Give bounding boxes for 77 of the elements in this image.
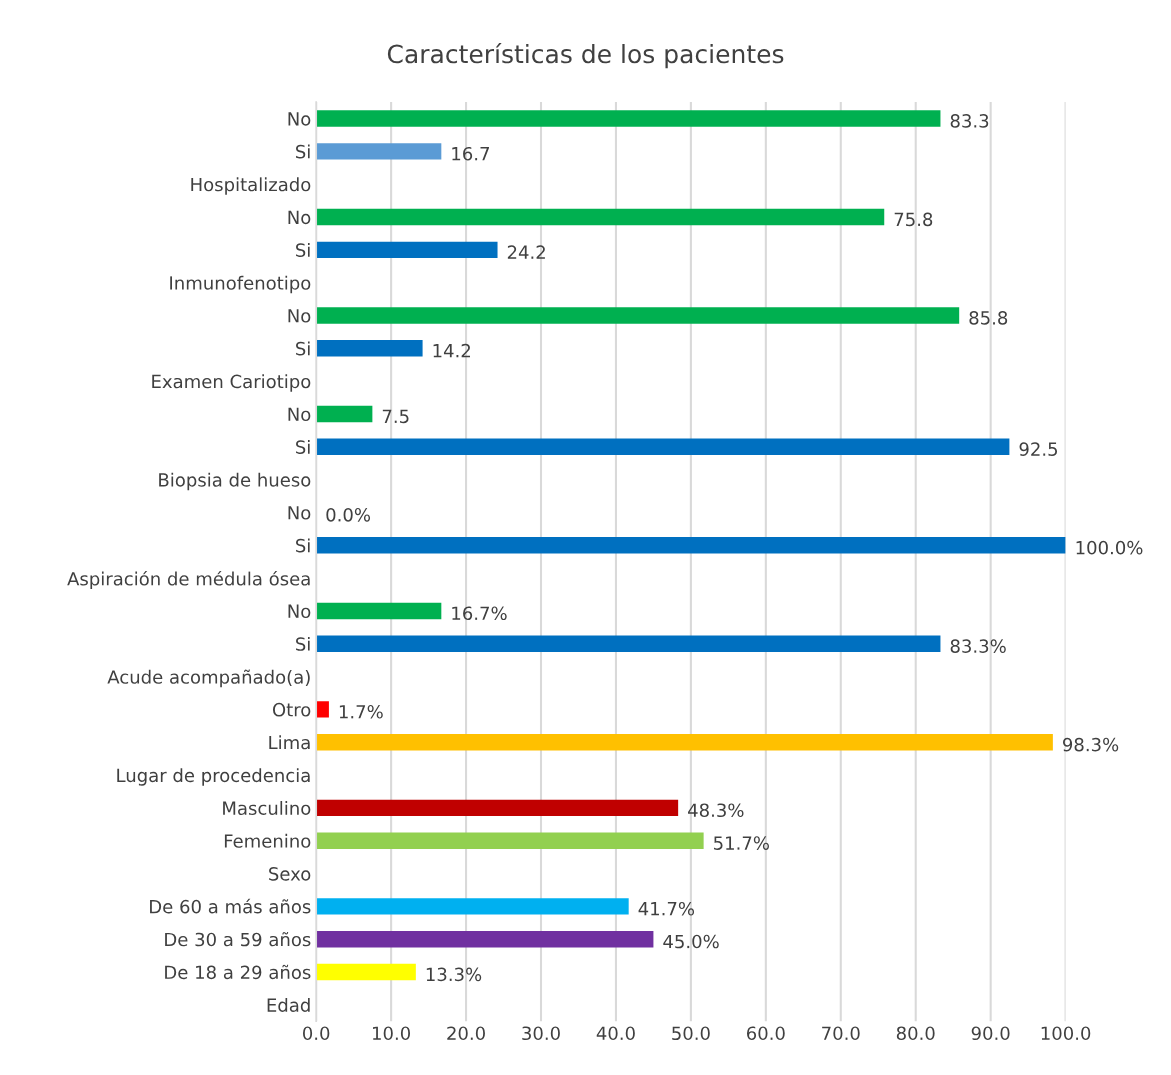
y-tick-label: Edad [267,997,310,1012]
y-tick-label: Otro [272,702,311,717]
bar [316,799,679,817]
bar [316,602,442,620]
y-tick-label: Biopsia de hueso [159,472,311,491]
x-tick-label: 10.0 [373,1026,411,1041]
bar [316,963,416,981]
bar [316,930,654,948]
data-label: 92.5 [1019,442,1058,456]
data-label: 0.0% [326,507,371,522]
bar [316,405,373,423]
data-label: 98.3% [1063,737,1119,752]
x-tick-label: 50.0 [672,1026,710,1041]
x-tick-label: 30.0 [522,1026,560,1041]
y-tick-label: De 18 a 29 años [165,964,311,980]
y-tick-label: Examen Cariotipo [152,374,311,392]
y-tick-label: De 60 a más años [150,898,311,914]
y-tick-label: No [288,506,311,520]
data-label: 41.7% [638,901,695,916]
bar [316,208,885,226]
data-label: 48.3% [688,803,744,818]
bar [316,734,1053,751]
data-label: 16.7% [452,606,507,621]
data-label: 13.3% [426,967,482,982]
y-tick-label: No [288,407,311,422]
y-tick-label: Femenino [224,833,311,848]
x-tick-label: 100.0 [1041,1026,1091,1041]
y-tick-label: Aspiración de médula ósea [67,570,310,590]
bar [316,701,329,718]
y-tick-label: No [288,604,311,619]
bar [316,537,1066,554]
bar [316,898,629,915]
bar [316,635,941,652]
y-tick-label: De 30 a 59 años [165,932,311,947]
x-tick-label: 90.0 [971,1026,1010,1041]
bar [316,143,442,160]
y-tick-label: Lugar de procedencia [117,768,310,786]
data-label: 14.2 [433,343,470,358]
data-label: 100.0% [1076,540,1143,555]
x-tick-label: 20.0 [447,1026,485,1041]
y-tick-label: Si [296,341,310,356]
y-tick-label: Si [296,636,310,651]
data-label: 16.7 [452,146,489,161]
x-tick-label: 70.0 [822,1026,860,1041]
x-tick-label: 40.0 [596,1026,635,1041]
data-label: 7.5 [382,409,409,424]
y-tick-label: Acude acompañado(a) [107,669,310,688]
bar [316,832,704,849]
y-tick-label: No [288,210,311,225]
data-label: 1.7% [339,704,383,719]
data-label: 24.2 [507,245,545,259]
y-tick-label: Masculino [223,801,311,815]
bar [316,438,1010,455]
data-label: 75.8 [894,212,933,227]
y-tick-label: Si [296,538,310,553]
y-tick-label: Si [296,242,310,257]
y-tick-label: Lima [269,735,310,750]
y-tick-label: No [288,112,311,126]
data-label: 83.3 [950,114,989,128]
data-label: 45.0% [663,934,719,949]
x-tick-label: 80.0 [896,1026,935,1041]
bar [316,241,498,259]
data-label: 51.7% [714,836,769,850]
x-tick-label: 60.0 [746,1026,785,1041]
chart-title: Características de los pacientes [387,43,784,69]
y-tick-label: Si [296,144,310,159]
y-tick-label: No [288,309,311,323]
x-tick-label: 0.0 [303,1026,330,1041]
data-label: 83.3% [950,639,1006,653]
data-label: 85.8 [969,311,1008,325]
y-tick-label: Sexo [269,866,311,881]
bar [316,340,423,357]
y-tick-label: Hospitalizado [191,177,311,195]
bar [316,110,941,127]
y-tick-label: Si [296,439,310,454]
bar [316,307,960,324]
y-tick-label: Inmunofenotipo [170,275,311,294]
